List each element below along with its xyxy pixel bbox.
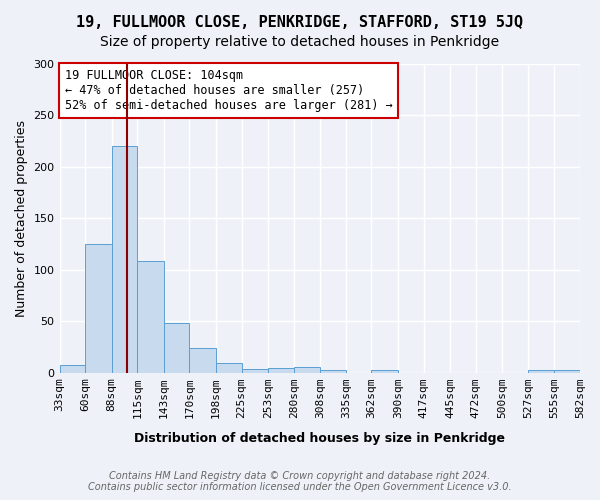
Y-axis label: Number of detached properties: Number of detached properties — [15, 120, 28, 317]
Bar — [190, 348, 216, 373]
Bar — [164, 324, 190, 373]
Bar — [242, 368, 268, 373]
X-axis label: Distribution of detached houses by size in Penkridge: Distribution of detached houses by size … — [134, 432, 505, 445]
Bar — [554, 370, 580, 373]
Text: 19 FULLMOOR CLOSE: 104sqm
← 47% of detached houses are smaller (257)
52% of semi: 19 FULLMOOR CLOSE: 104sqm ← 47% of detac… — [65, 68, 392, 112]
Bar — [268, 368, 294, 373]
Text: Size of property relative to detached houses in Penkridge: Size of property relative to detached ho… — [100, 35, 500, 49]
Bar — [137, 260, 164, 373]
Bar — [294, 366, 320, 373]
Bar — [112, 146, 137, 373]
Bar — [59, 364, 85, 373]
Bar — [320, 370, 346, 373]
Bar — [216, 364, 242, 373]
Bar — [528, 370, 554, 373]
Text: 19, FULLMOOR CLOSE, PENKRIDGE, STAFFORD, ST19 5JQ: 19, FULLMOOR CLOSE, PENKRIDGE, STAFFORD,… — [76, 15, 524, 30]
Text: Contains HM Land Registry data © Crown copyright and database right 2024.
Contai: Contains HM Land Registry data © Crown c… — [88, 471, 512, 492]
Bar — [371, 370, 398, 373]
Bar — [85, 244, 112, 373]
